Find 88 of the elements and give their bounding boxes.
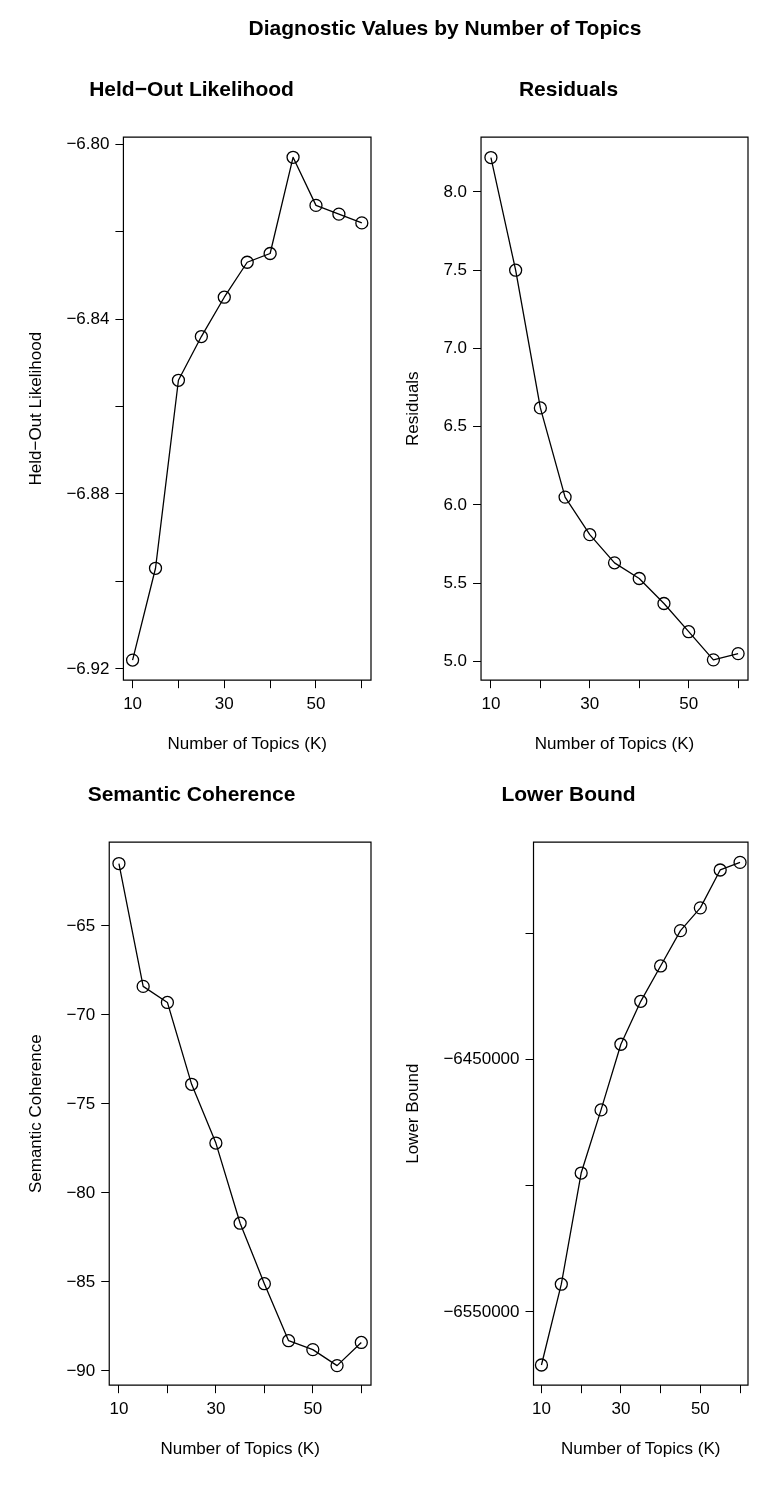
chart-title: Lower Bound bbox=[501, 782, 636, 806]
point bbox=[281, 1334, 296, 1348]
point bbox=[355, 216, 369, 230]
point bbox=[257, 1277, 272, 1291]
point bbox=[693, 901, 707, 915]
point bbox=[125, 653, 140, 667]
point bbox=[533, 401, 548, 415]
point bbox=[484, 150, 498, 165]
point bbox=[657, 596, 671, 611]
point bbox=[309, 198, 323, 213]
point bbox=[634, 994, 648, 1008]
chart-title: Semantic Coherence bbox=[87, 782, 296, 806]
point bbox=[607, 556, 622, 570]
point bbox=[673, 923, 688, 938]
point bbox=[112, 856, 126, 871]
x-tick-label: 30 bbox=[580, 694, 600, 714]
x-axis-title: Number of Topics (K) bbox=[167, 734, 327, 754]
y-tick-label: −6450000 bbox=[443, 1049, 520, 1069]
x-tick-label: 10 bbox=[531, 1399, 551, 1419]
y-tick-label: −6.92 bbox=[66, 658, 110, 678]
y-axis-title: Lower Bound bbox=[402, 1063, 422, 1164]
point bbox=[148, 561, 163, 575]
x-tick-label: 10 bbox=[123, 694, 143, 714]
point bbox=[594, 1103, 608, 1117]
point bbox=[332, 207, 346, 221]
y-tick-label: 6.5 bbox=[443, 416, 468, 436]
point bbox=[574, 1166, 588, 1180]
point bbox=[217, 290, 231, 304]
y-tick-label: −80 bbox=[66, 1182, 96, 1202]
y-tick-label: −65 bbox=[66, 915, 96, 935]
x-axis-title: Number of Topics (K) bbox=[561, 1439, 721, 1459]
point bbox=[160, 995, 175, 1010]
y-tick-label: −90 bbox=[66, 1360, 96, 1380]
y-tick-label: 7.0 bbox=[443, 338, 468, 358]
point bbox=[583, 528, 597, 542]
x-tick-label: 50 bbox=[306, 694, 326, 714]
point bbox=[731, 646, 745, 661]
x-axis-title: Number of Topics (K) bbox=[534, 734, 695, 754]
y-tick-label: −75 bbox=[66, 1093, 96, 1113]
point bbox=[136, 979, 150, 994]
point bbox=[558, 490, 572, 504]
y-tick-label: −6550000 bbox=[443, 1301, 520, 1321]
y-tick-label: 6.0 bbox=[443, 494, 468, 514]
chart-title: Residuals bbox=[518, 77, 619, 101]
y-axis-title: Residuals bbox=[402, 371, 422, 447]
point bbox=[209, 1136, 223, 1150]
point bbox=[306, 1342, 320, 1357]
chart-title: Held−Out Likelihood bbox=[89, 77, 294, 101]
point bbox=[733, 855, 747, 870]
point bbox=[263, 246, 277, 261]
x-tick-label: 10 bbox=[109, 1399, 129, 1419]
x-tick-label: 50 bbox=[303, 1399, 323, 1419]
point bbox=[534, 1358, 549, 1372]
point bbox=[171, 373, 186, 387]
x-tick-label: 10 bbox=[481, 694, 501, 714]
x-tick-label: 30 bbox=[214, 694, 234, 714]
point bbox=[614, 1037, 628, 1051]
y-tick-label: −6.84 bbox=[66, 308, 110, 328]
point bbox=[508, 263, 523, 277]
point bbox=[632, 571, 646, 586]
y-axis-title: Held−Out Likelihood bbox=[25, 331, 45, 486]
y-tick-label: 5.0 bbox=[443, 651, 468, 671]
point bbox=[706, 653, 721, 667]
text: Diagnostic Values by Number of Topics bbox=[247, 15, 643, 41]
y-axis-title: Semantic Coherence bbox=[25, 1034, 45, 1194]
y-tick-label: 7.5 bbox=[443, 259, 468, 279]
x-tick-label: 30 bbox=[206, 1399, 226, 1419]
y-tick-label: −70 bbox=[66, 1004, 96, 1024]
y-tick-label: −6.80 bbox=[66, 133, 110, 153]
y-tick-label: −85 bbox=[66, 1271, 96, 1291]
point bbox=[286, 150, 300, 164]
point bbox=[713, 863, 727, 877]
y-tick-label: −6.88 bbox=[66, 483, 110, 503]
y-tick-label: 5.5 bbox=[443, 572, 468, 592]
point bbox=[354, 1335, 368, 1350]
x-tick-label: 30 bbox=[611, 1399, 631, 1419]
point bbox=[240, 255, 254, 269]
x-tick-label: 50 bbox=[690, 1399, 710, 1419]
point bbox=[554, 1277, 568, 1291]
point bbox=[330, 1358, 344, 1373]
point bbox=[184, 1077, 199, 1091]
y-tick-label: 8.0 bbox=[443, 181, 468, 201]
point bbox=[653, 959, 668, 973]
point bbox=[194, 329, 209, 344]
point bbox=[682, 625, 696, 639]
point bbox=[233, 1216, 247, 1230]
x-tick-label: 50 bbox=[679, 694, 699, 714]
x-axis-title: Number of Topics (K) bbox=[160, 1439, 320, 1459]
